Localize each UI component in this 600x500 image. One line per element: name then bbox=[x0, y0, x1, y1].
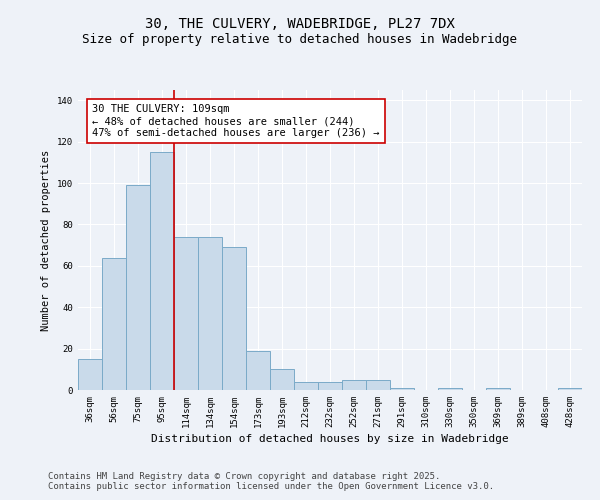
Bar bbox=[342, 380, 366, 390]
Bar bbox=[150, 152, 174, 390]
Text: Size of property relative to detached houses in Wadebridge: Size of property relative to detached ho… bbox=[83, 32, 517, 46]
X-axis label: Distribution of detached houses by size in Wadebridge: Distribution of detached houses by size … bbox=[151, 434, 509, 444]
Bar bbox=[78, 359, 102, 390]
Bar bbox=[438, 388, 462, 390]
Bar bbox=[390, 388, 414, 390]
Bar bbox=[366, 380, 390, 390]
Bar bbox=[486, 388, 510, 390]
Bar bbox=[294, 382, 318, 390]
Bar bbox=[246, 350, 270, 390]
Y-axis label: Number of detached properties: Number of detached properties bbox=[41, 150, 52, 330]
Bar bbox=[126, 185, 150, 390]
Bar bbox=[558, 388, 582, 390]
Text: 30 THE CULVERY: 109sqm
← 48% of detached houses are smaller (244)
47% of semi-de: 30 THE CULVERY: 109sqm ← 48% of detached… bbox=[92, 104, 379, 138]
Text: 30, THE CULVERY, WADEBRIDGE, PL27 7DX: 30, THE CULVERY, WADEBRIDGE, PL27 7DX bbox=[145, 18, 455, 32]
Bar bbox=[174, 237, 198, 390]
Bar bbox=[198, 237, 222, 390]
Bar bbox=[318, 382, 342, 390]
Bar bbox=[270, 370, 294, 390]
Bar bbox=[222, 247, 246, 390]
Text: Contains HM Land Registry data © Crown copyright and database right 2025.
Contai: Contains HM Land Registry data © Crown c… bbox=[48, 472, 494, 491]
Bar bbox=[102, 258, 126, 390]
